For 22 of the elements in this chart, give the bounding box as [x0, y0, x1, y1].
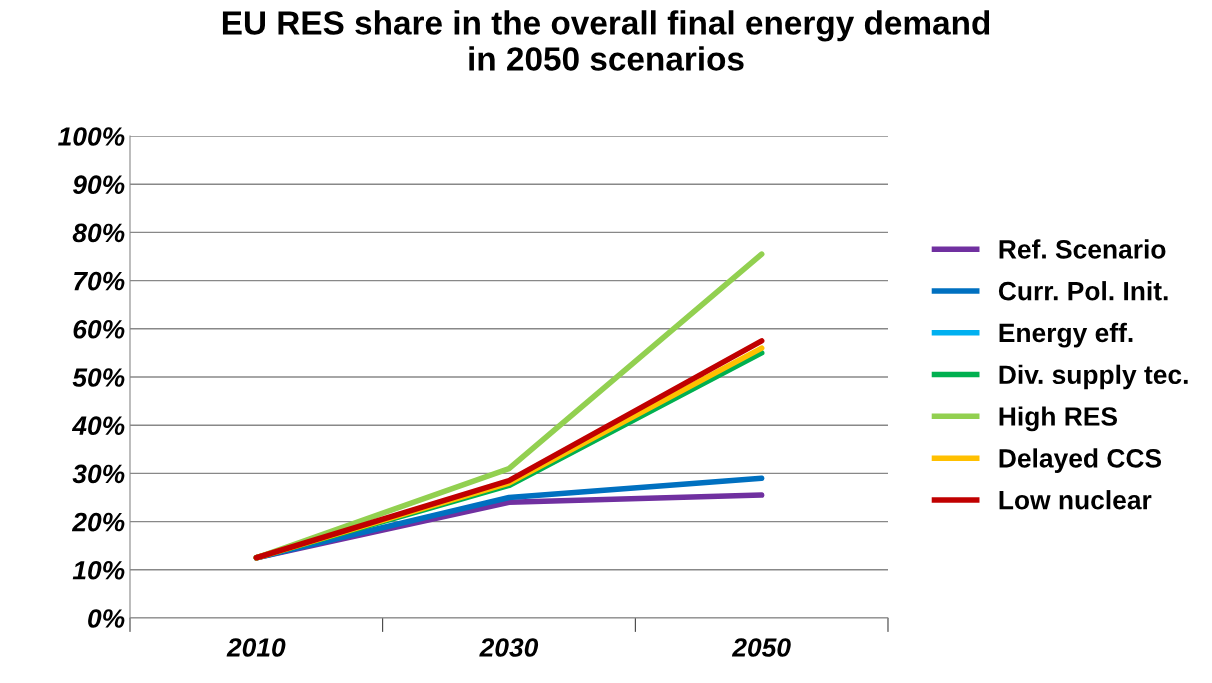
- x-tick-label: 2010: [226, 638, 286, 657]
- y-tick-label: 90%: [72, 175, 125, 195]
- legend-label: Energy eff.: [999, 322, 1133, 348]
- legend-label: Curr. Pol. Init.: [998, 281, 1168, 301]
- y-tick-label: 10%: [72, 560, 125, 580]
- legend-label: Delayed CCS: [999, 448, 1162, 473]
- y-tick-label: 50%: [72, 368, 125, 387]
- y-tick-label: 30%: [72, 464, 125, 484]
- y-tick-label: 40%: [71, 416, 125, 436]
- y-tick-label: 70%: [74, 271, 125, 291]
- y-tick-label: 80%: [72, 223, 125, 243]
- legend-label: Ref. Scenario: [999, 239, 1166, 259]
- legend-label: Low nuclear: [999, 490, 1152, 510]
- legend-label: High RES: [999, 406, 1118, 432]
- chart-title: EU RES share in the overall final energy demand in 2050 scenarios: [222, 10, 990, 71]
- y-tick-label: 20%: [71, 512, 125, 532]
- x-tick-label: 2050: [731, 638, 791, 657]
- x-tick-label: 2030: [479, 638, 539, 657]
- y-tick-label: 100%: [58, 127, 125, 146]
- y-tick-label: 60%: [73, 319, 125, 339]
- y-tick-label: 0%: [88, 609, 125, 628]
- legend-label: Div. supply tec.: [999, 364, 1188, 390]
